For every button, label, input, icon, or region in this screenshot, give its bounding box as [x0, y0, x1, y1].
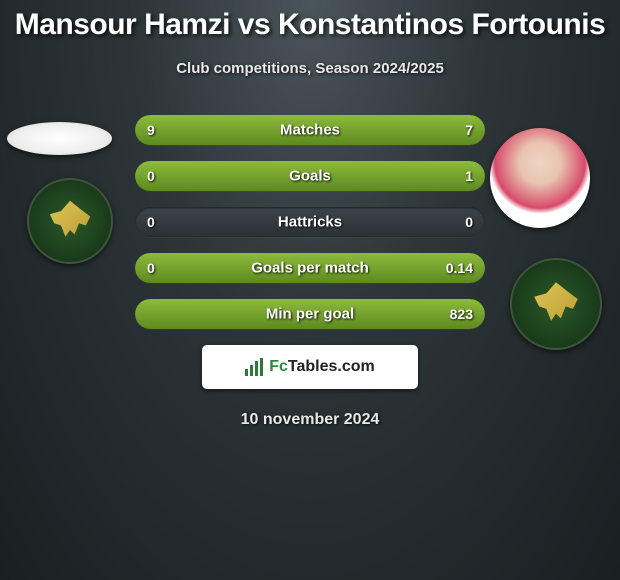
club-right-badge [510, 258, 602, 350]
stat-value-left: 0 [147, 168, 155, 184]
stat-row-goals: 0 Goals 1 [135, 161, 485, 191]
stat-label: Goals per match [251, 260, 369, 277]
page-title: Mansour Hamzi vs Konstantinos Fortounis [0, 0, 620, 42]
stat-value-left: 0 [147, 260, 155, 276]
player-right-avatar [490, 128, 590, 228]
brand-text: FcTables.com [269, 358, 375, 376]
eagle-icon [47, 198, 92, 243]
stat-row-min-per-goal: Min per goal 823 [135, 299, 485, 329]
stat-value-left: 9 [147, 122, 155, 138]
player-left-avatar [7, 122, 112, 155]
stat-label: Hattricks [278, 214, 342, 231]
stat-value-right: 823 [450, 306, 473, 322]
stat-label: Matches [280, 122, 340, 139]
stat-fill-right [331, 115, 485, 145]
brand-box[interactable]: FcTables.com [202, 345, 418, 389]
page-subtitle: Club competitions, Season 2024/2025 [0, 60, 620, 77]
brand-text-left: Fc [269, 358, 288, 375]
stat-value-right: 0.14 [446, 260, 473, 276]
brand-text-right: Tables.com [288, 358, 375, 375]
stat-row-hattricks: 0 Hattricks 0 [135, 207, 485, 237]
stat-label: Min per goal [266, 306, 354, 323]
date-text: 10 november 2024 [0, 411, 620, 429]
bars-icon [245, 358, 263, 376]
stat-value-right: 7 [465, 122, 473, 138]
club-left-badge [27, 178, 113, 264]
stat-row-matches: 9 Matches 7 [135, 115, 485, 145]
stat-label: Goals [289, 168, 331, 185]
stat-value-left: 0 [147, 214, 155, 230]
stat-value-right: 0 [465, 214, 473, 230]
eagle-icon [532, 280, 580, 328]
stat-row-goals-per-match: 0 Goals per match 0.14 [135, 253, 485, 283]
stat-value-right: 1 [465, 168, 473, 184]
